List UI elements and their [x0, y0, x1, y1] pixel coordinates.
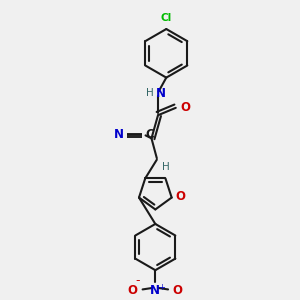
Text: -: -: [136, 274, 140, 287]
Text: H: H: [162, 162, 170, 172]
Text: Cl: Cl: [161, 13, 172, 22]
Text: N: N: [156, 86, 166, 100]
Text: H: H: [146, 88, 154, 98]
Text: O: O: [173, 284, 183, 297]
Text: N: N: [114, 128, 124, 141]
Text: N: N: [150, 284, 160, 297]
Text: +: +: [158, 283, 165, 292]
Text: O: O: [175, 190, 185, 202]
Text: O: O: [180, 101, 190, 114]
Text: C: C: [145, 128, 154, 141]
Text: O: O: [128, 284, 138, 297]
